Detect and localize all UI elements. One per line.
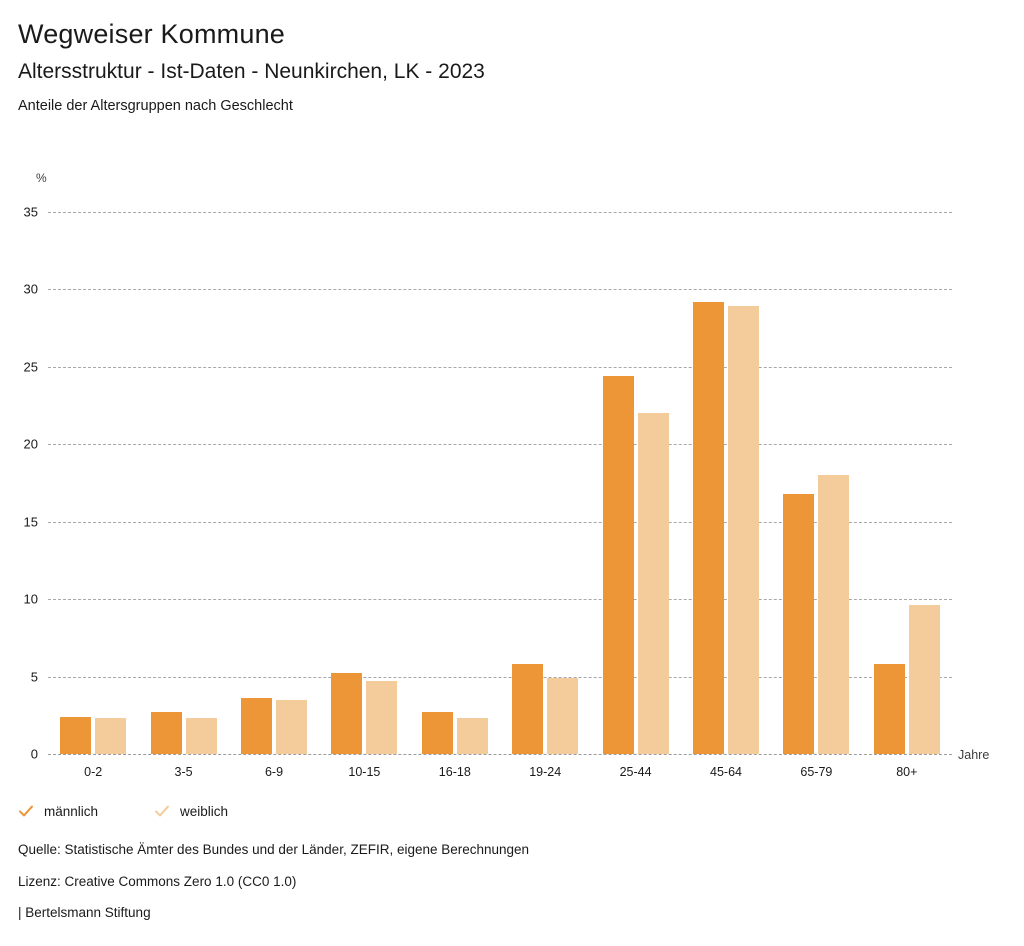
bar-group — [60, 212, 127, 754]
x-tick-label: 0-2 — [84, 765, 103, 779]
gridline-15 — [48, 521, 952, 523]
bar-group — [602, 212, 669, 754]
bar-group — [783, 212, 850, 754]
bar-0-2-weiblich[interactable] — [95, 718, 127, 754]
bar-25-44-männlich[interactable] — [602, 376, 634, 754]
bar-19-24-männlich[interactable] — [512, 664, 544, 754]
x-tick-label: 19-24 — [529, 765, 562, 779]
gridline-30 — [48, 289, 952, 291]
y-tick-label: 15 — [23, 514, 38, 530]
y-tick-label: 25 — [23, 359, 38, 375]
bar-10-15-männlich[interactable] — [331, 673, 363, 754]
x-tick-label: 65-79 — [800, 765, 833, 779]
chart-bars-layer — [48, 212, 952, 754]
gridline-25 — [48, 366, 952, 368]
bar-45-64-männlich[interactable] — [693, 301, 724, 754]
gridline-5 — [48, 676, 952, 678]
bar-6-9-weiblich[interactable] — [276, 699, 307, 754]
legend-label: weiblich — [180, 803, 229, 819]
x-tick-label: 6-9 — [264, 765, 284, 779]
chart-legend: männlich weiblich — [18, 803, 284, 819]
bar-group — [150, 212, 217, 754]
chart-header: Wegweiser Kommune Altersstruktur - Ist-D… — [18, 18, 998, 115]
chart-description: Anteile der Altersgruppen nach Geschlech… — [18, 97, 293, 114]
bar-3-5-männlich[interactable] — [150, 712, 182, 754]
x-tick-label: 3-5 — [174, 765, 193, 779]
bar-6-9-männlich[interactable] — [241, 698, 272, 754]
x-axis-unit-label: Jahre — [958, 748, 990, 762]
y-tick-label: 20 — [23, 436, 38, 452]
bar-80+-männlich[interactable] — [873, 664, 905, 754]
bar-group — [421, 212, 488, 754]
bar-19-24-weiblich[interactable] — [547, 678, 579, 754]
bar-65-79-weiblich[interactable] — [818, 475, 850, 754]
x-tick-label: 10-15 — [348, 765, 381, 779]
chart-footer: Quelle: Statistische Ämter des Bundes un… — [18, 842, 998, 921]
gridline-35 — [48, 212, 952, 213]
check-icon — [18, 803, 34, 819]
bar-80+-weiblich[interactable] — [908, 605, 940, 754]
legend-item-männlich[interactable]: männlich — [18, 803, 98, 819]
gridline-20 — [48, 444, 952, 446]
x-tick-label: 80+ — [896, 765, 918, 779]
legend-label: männlich — [44, 803, 99, 819]
bar-3-5-weiblich[interactable] — [185, 718, 217, 754]
bar-group — [873, 212, 940, 754]
footer-source: Quelle: Statistische Ämter des Bundes un… — [18, 842, 530, 857]
gridline-0 — [48, 754, 952, 755]
bar-group — [693, 212, 759, 754]
bar-10-15-weiblich[interactable] — [366, 681, 398, 754]
bar-group — [241, 212, 307, 754]
chart-subtitle: Altersstruktur - Ist-Daten - Neunkirchen… — [18, 60, 485, 84]
x-tick-label: 16-18 — [438, 765, 471, 779]
check-icon — [154, 803, 170, 819]
y-tick-label: 35 — [23, 204, 38, 220]
bar-45-64-weiblich[interactable] — [728, 306, 759, 754]
bar-group — [512, 212, 579, 754]
bar-group — [331, 212, 398, 754]
bar-0-2-männlich[interactable] — [60, 716, 92, 754]
footer-publisher: | Bertelsmann Stiftung — [18, 905, 151, 921]
bar-16-18-männlich[interactable] — [421, 712, 453, 754]
x-tick-label: 45-64 — [710, 765, 742, 779]
legend-item-weiblich[interactable]: weiblich — [154, 803, 228, 819]
y-tick-label: 5 — [30, 669, 38, 685]
y-axis-unit-label: % — [36, 171, 47, 185]
gridline-10 — [48, 599, 952, 601]
y-tick-label: 0 — [30, 746, 38, 762]
bar-16-18-weiblich[interactable] — [456, 718, 488, 754]
page-title: Wegweiser Kommune — [18, 19, 286, 49]
y-tick-label: 30 — [23, 281, 38, 297]
bar-65-79-männlich[interactable] — [783, 493, 815, 754]
x-tick-label: 25-44 — [619, 765, 652, 779]
y-tick-label: 10 — [23, 591, 38, 607]
footer-license: Lizenz: Creative Commons Zero 1.0 (CC0 1… — [18, 873, 297, 889]
bar-25-44-weiblich[interactable] — [637, 413, 669, 754]
